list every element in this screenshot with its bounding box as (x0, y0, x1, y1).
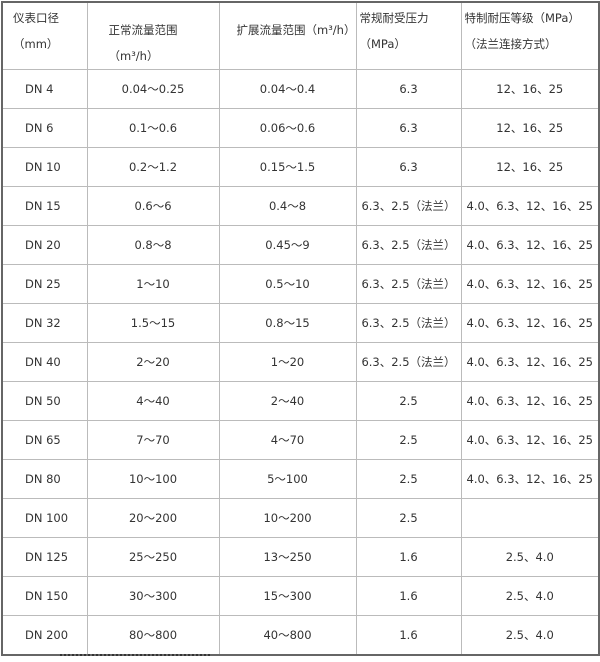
table-cell: 2.5、4.0 (460, 537, 600, 577)
table-cell: 13～250 (218, 537, 357, 577)
table-cell: 2.5、4.0 (460, 615, 600, 656)
table-cell: 4.0、6.3、12、16、25 (460, 342, 600, 382)
table-cell: DN 200 (1, 615, 88, 656)
table-cell: 0.04～0.4 (218, 69, 357, 109)
table-cell: 10～200 (218, 498, 357, 538)
table-cell: 80～800 (86, 615, 220, 656)
table-cell: 2.5 (355, 498, 462, 538)
table-row: DN 25 1～10 0.5～10 6.3、2.5（法兰） 4.0、6.3、12、16、… (1, 264, 600, 304)
table-cell: 0.6～6 (86, 186, 220, 226)
table-row: DN 200 80～800 40～800 1.6 2.5、4.0 (1, 615, 600, 656)
table-row: DN 65 7～70 4～70 2.5 4.0、6.3、12、16、25 (1, 420, 600, 460)
table-cell: 1.6 (355, 615, 462, 656)
table-cell: DN 20 (1, 225, 88, 265)
table-cell: 2～40 (218, 381, 357, 421)
table-row: DN 4 0.04～0.25 0.04～0.4 6.3 12、16、25 (1, 69, 600, 109)
table-row: DN 20 0.8～8 0.45～9 6.3、2.5（法兰） 4.0、6.3、12、16… (1, 225, 600, 265)
table-cell: 40～800 (218, 615, 357, 656)
table-row: DN 100 20～200 10～200 2.5 (1, 498, 600, 538)
table-cell: 2.5 (355, 459, 462, 499)
table-cell: DN 125 (1, 537, 88, 577)
table-cell: 0.04～0.25 (86, 69, 220, 109)
table-cell: DN 32 (1, 303, 88, 343)
table-cell: 4.0、6.3、12、16、25 (460, 459, 600, 499)
table-cell: 4.0、6.3、12、16、25 (460, 303, 600, 343)
table-row: DN 150 30～300 15～300 1.6 2.5、4.0 (1, 576, 600, 616)
table-cell: 5～100 (218, 459, 357, 499)
table-cell: 2.5 (355, 381, 462, 421)
table-cell: 6.3、2.5（法兰） (355, 225, 462, 265)
header-diameter: 仪表口径（mm） (1, 1, 88, 70)
table-cell: 4.0、6.3、12、16、25 (460, 225, 600, 265)
table-cell: 6.3、2.5（法兰） (355, 342, 462, 382)
table-cell: DN 15 (1, 186, 88, 226)
table-cell: 12、16、25 (460, 69, 600, 109)
table-cell: 2.5 (355, 420, 462, 460)
table-cell: 0.15～1.5 (218, 147, 357, 187)
table-cell: 25～250 (86, 537, 220, 577)
table-cell: 1～10 (86, 264, 220, 304)
table-cell: DN 4 (1, 69, 88, 109)
table-row: DN 10 0.2～1.2 0.15～1.5 6.3 12、16、25 (1, 147, 600, 187)
header-extended-flow: 扩展流量范围（m³/h） (218, 1, 357, 70)
header-row: 仪表口径（mm） 正常流量范围（m³/h） 扩展流量范围（m³/h） 常规耐受压… (1, 1, 600, 70)
table-cell: 12、16、25 (460, 147, 600, 187)
table-cell: 0.1～0.6 (86, 108, 220, 148)
table-cell: 6.3 (355, 147, 462, 187)
table-cell: 1.6 (355, 537, 462, 577)
table-cell: 2～20 (86, 342, 220, 382)
table-cell: 6.3、2.5（法兰） (355, 264, 462, 304)
table-cell: 2.5、4.0 (460, 576, 600, 616)
header-special-pressure: 特制耐压等级（MPa）（法兰连接方式） (460, 1, 600, 70)
table-row: DN 80 10～100 5～100 2.5 4.0、6.3、12、16、25 (1, 459, 600, 499)
table-cell: 0.2～1.2 (86, 147, 220, 187)
header-normal-flow: 正常流量范围（m³/h） (86, 1, 220, 70)
table-cell: 4.0、6.3、12、16、25 (460, 381, 600, 421)
table-row: DN 50 4～40 2～40 2.5 4.0、6.3、12、16、25 (1, 381, 600, 421)
table-cell: 10～100 (86, 459, 220, 499)
table-row: DN 40 2～20 1～20 6.3、2.5（法兰） 4.0、6.3、12、16、25 (1, 342, 600, 382)
table-cell: 4.0、6.3、12、16、25 (460, 186, 600, 226)
table-cell: 6.3 (355, 108, 462, 148)
table-cell: 7～70 (86, 420, 220, 460)
table-cell: DN 40 (1, 342, 88, 382)
table-cell: 4.0、6.3、12、16、25 (460, 264, 600, 304)
table-cell: 0.8～15 (218, 303, 357, 343)
table-cell: 6.3、2.5（法兰） (355, 186, 462, 226)
table-cell: 6.3 (355, 69, 462, 109)
footer-decoration (60, 654, 210, 662)
table-cell: 4～40 (86, 381, 220, 421)
table-cell: DN 6 (1, 108, 88, 148)
table-cell: 0.5～10 (218, 264, 357, 304)
table-cell: DN 65 (1, 420, 88, 460)
table-row: DN 15 0.6～6 0.4～8 6.3、2.5（法兰） 4.0、6.3、12、16、… (1, 186, 600, 226)
table-cell: 0.4～8 (218, 186, 357, 226)
table-cell: 4～70 (218, 420, 357, 460)
table-cell: 0.06～0.6 (218, 108, 357, 148)
table-cell: DN 150 (1, 576, 88, 616)
table-cell: DN 50 (1, 381, 88, 421)
header-pressure: 常规耐受压力（MPa） (355, 1, 462, 70)
table-row: DN 125 25～250 13～250 1.6 2.5、4.0 (1, 537, 600, 577)
table-cell: DN 10 (1, 147, 88, 187)
table-cell: 1～20 (218, 342, 357, 382)
table-cell: 1.6 (355, 576, 462, 616)
table-row: DN 6 0.1～0.6 0.06～0.6 6.3 12、16、25 (1, 108, 600, 148)
table-cell: 6.3、2.5（法兰） (355, 303, 462, 343)
table-cell: 0.45～9 (218, 225, 357, 265)
table-cell: DN 80 (1, 459, 88, 499)
table-cell: 0.8～8 (86, 225, 220, 265)
table-cell: 1.5～15 (86, 303, 220, 343)
table-cell: 15～300 (218, 576, 357, 616)
table-row: DN 32 1.5～15 0.8～15 6.3、2.5（法兰） 4.0、6.3、12、1… (1, 303, 600, 343)
table-cell: DN 25 (1, 264, 88, 304)
table-cell: 20～200 (86, 498, 220, 538)
table-cell (460, 498, 600, 538)
table-cell: 12、16、25 (460, 108, 600, 148)
table-cell: DN 100 (1, 498, 88, 538)
table-cell: 4.0、6.3、12、16、25 (460, 420, 600, 460)
table-cell: 30～300 (86, 576, 220, 616)
